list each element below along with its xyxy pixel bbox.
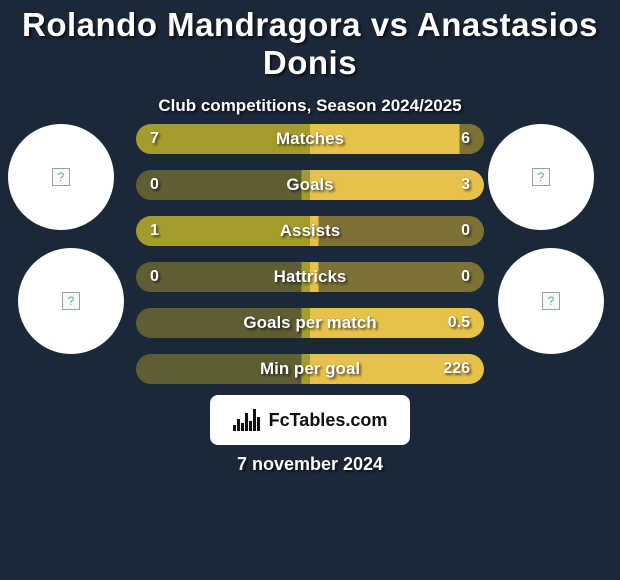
page-title: Rolando Mandragora vs Anastasios Donis — [0, 0, 620, 82]
player1-photo: ? — [8, 124, 114, 230]
stat-row: Min per goal226 — [136, 354, 484, 384]
logo-text: FcTables.com — [269, 410, 388, 431]
stat-bar-left — [136, 170, 310, 200]
stat-bar-right — [310, 262, 484, 292]
stat-bar-right — [310, 216, 484, 246]
stat-bar-right — [310, 308, 484, 338]
image-placeholder-icon: ? — [62, 292, 80, 310]
stat-bar-right — [310, 170, 484, 200]
stat-row: Goals per match0.5 — [136, 308, 484, 338]
image-placeholder-icon: ? — [532, 168, 550, 186]
stat-bar-left — [136, 216, 310, 246]
player1-name: Rolando Mandragora — [22, 6, 361, 43]
stat-bar-left — [136, 124, 310, 154]
stat-bar-right — [310, 354, 484, 384]
fctables-icon — [233, 409, 263, 431]
vs-text: vs — [371, 6, 409, 43]
stats-bars: Matches76 Goals03 Assists10 Hattricks00 Goal… — [136, 124, 484, 400]
comparison-card: Rolando Mandragora vs Anastasios Donis C… — [0, 0, 620, 580]
stat-bar-right — [310, 124, 484, 154]
stat-row: Goals03 — [136, 170, 484, 200]
stat-bar-left — [136, 354, 310, 384]
stat-row: Matches76 — [136, 124, 484, 154]
player2-club: ? — [498, 248, 604, 354]
stat-bar-left — [136, 308, 310, 338]
image-placeholder-icon: ? — [542, 292, 560, 310]
subtitle: Club competitions, Season 2024/2025 — [0, 96, 620, 116]
image-placeholder-icon: ? — [52, 168, 70, 186]
player2-photo: ? — [488, 124, 594, 230]
logo-badge: FcTables.com — [210, 395, 410, 445]
stat-row: Hattricks00 — [136, 262, 484, 292]
player1-club: ? — [18, 248, 124, 354]
stat-bar-left — [136, 262, 310, 292]
footer-date: 7 november 2024 — [0, 454, 620, 475]
stat-row: Assists10 — [136, 216, 484, 246]
